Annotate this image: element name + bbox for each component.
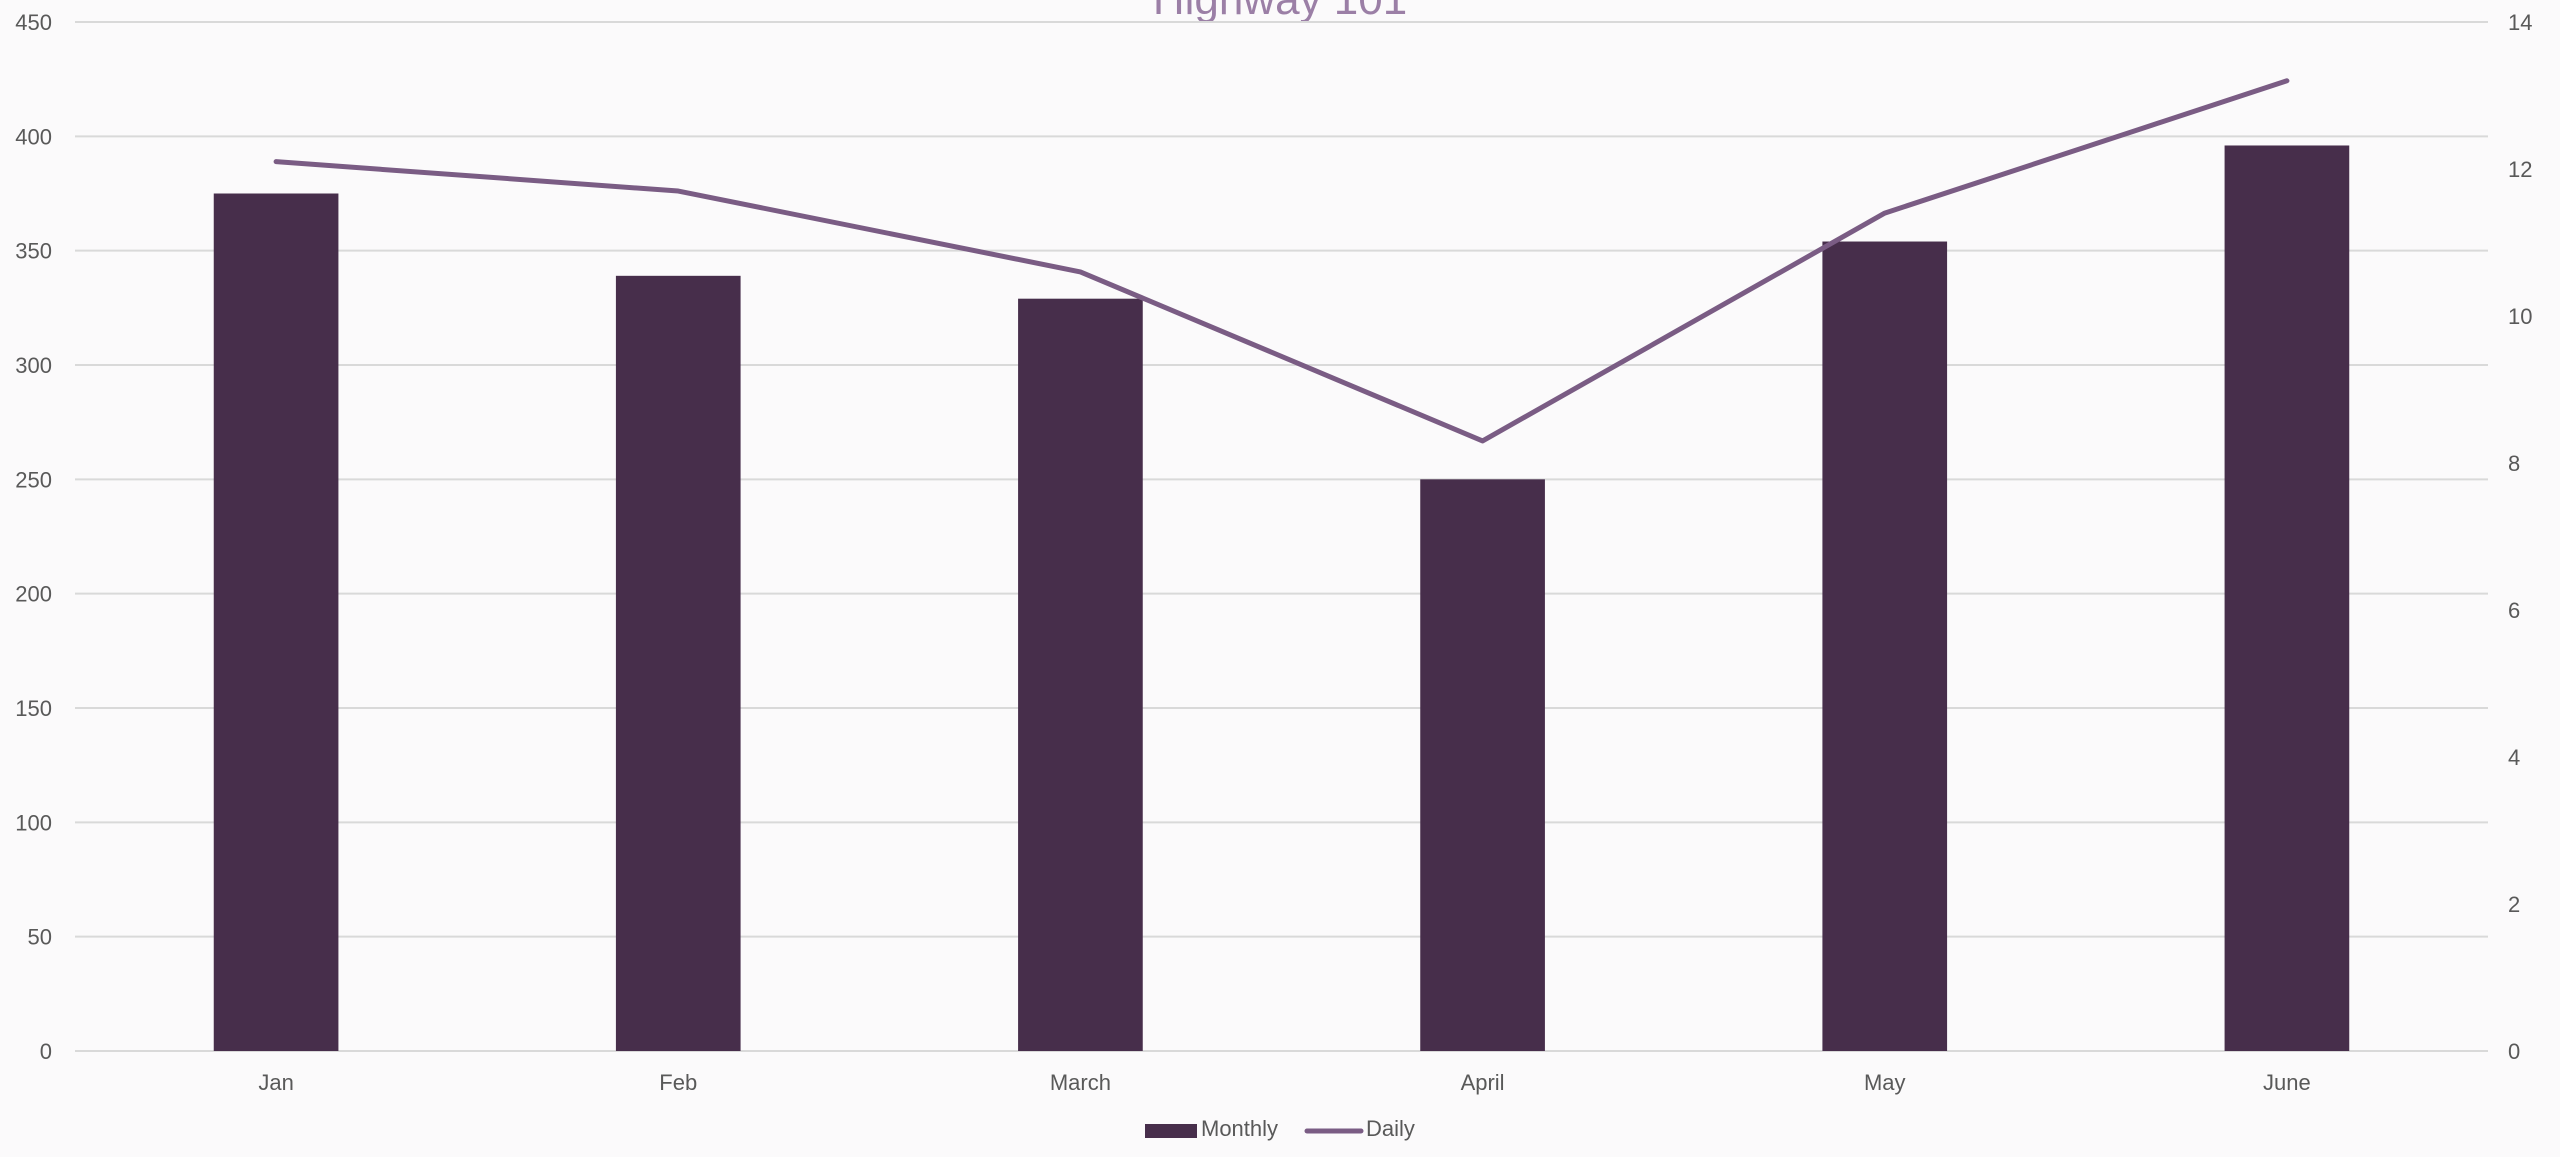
right-tick-label: 12: [2508, 157, 2532, 182]
x-tick-label: April: [1461, 1070, 1505, 1095]
bar-march: [1018, 298, 1143, 1052]
right-tick-label: 14: [2508, 10, 2532, 35]
left-tick-label: 100: [15, 810, 52, 835]
left-tick-label: 300: [15, 353, 52, 378]
legend-label-monthly: Monthly: [1201, 1116, 1278, 1141]
right-tick-label: 4: [2508, 745, 2520, 770]
right-tick-label: 0: [2508, 1039, 2520, 1064]
right-tick-label: 6: [2508, 598, 2520, 623]
left-y-axis: 0 50 100 150 200 250 300 350 400 450: [15, 10, 52, 1064]
x-tick-label: June: [2263, 1070, 2311, 1095]
legend-swatch-monthly: [1145, 1124, 1197, 1138]
legend-label-daily: Daily: [1366, 1116, 1415, 1141]
gridlines: [75, 21, 2488, 1052]
legend: Monthly Daily: [1145, 1116, 1415, 1141]
monthly-bars: [213, 145, 2350, 1052]
right-tick-label: 2: [2508, 892, 2520, 917]
left-tick-label: 150: [15, 696, 52, 721]
daily-line: [273, 78, 2290, 444]
right-y-axis: 0 2 4 6 8 10 12 14: [2508, 10, 2532, 1064]
left-tick-label: 450: [15, 10, 52, 35]
x-tick-label: March: [1050, 1070, 1111, 1095]
x-tick-label: Jan: [258, 1070, 293, 1095]
right-tick-label: 8: [2508, 451, 2520, 476]
chart-title: Highway 101: [1153, 0, 1407, 24]
left-tick-label: 400: [15, 124, 52, 149]
x-tick-label: Feb: [659, 1070, 697, 1095]
left-tick-label: 50: [28, 925, 52, 950]
left-tick-label: 350: [15, 239, 52, 264]
x-tick-label: May: [1864, 1070, 1906, 1095]
left-tick-label: 200: [15, 582, 52, 607]
bar-may: [1822, 241, 1948, 1051]
bar-feb: [615, 275, 741, 1051]
daily-line-series: [273, 78, 2290, 444]
bar-june: [2224, 145, 2350, 1052]
x-axis: Jan Feb March April May June: [258, 1070, 2310, 1095]
left-tick-label: 0: [40, 1039, 52, 1064]
bar-april: [1420, 479, 1545, 1051]
right-tick-label: 10: [2508, 304, 2532, 329]
left-tick-label: 250: [15, 467, 52, 492]
bar-jan: [213, 193, 339, 1051]
